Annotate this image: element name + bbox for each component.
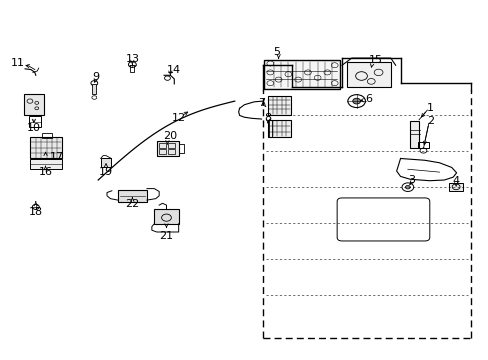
Bar [118, 190, 147, 202]
Bar [159, 149, 166, 154]
Bar [157, 140, 178, 156]
Text: 4: 4 [451, 176, 459, 186]
Text: 14: 14 [166, 64, 181, 75]
Text: 1: 1 [427, 103, 433, 113]
Bar [267, 120, 291, 137]
Bar [168, 149, 175, 154]
Text: 17: 17 [50, 152, 64, 162]
Bar [101, 158, 111, 167]
Circle shape [352, 98, 360, 104]
Text: 2: 2 [427, 116, 433, 126]
Bar [30, 137, 61, 158]
Text: 10: 10 [27, 123, 41, 133]
Bar [417, 142, 428, 148]
Text: 20: 20 [163, 131, 177, 141]
Bar [267, 96, 291, 116]
Text: 9: 9 [92, 72, 99, 82]
Bar [409, 121, 418, 148]
Text: 22: 22 [125, 199, 139, 209]
Text: 13: 13 [125, 54, 139, 64]
Circle shape [405, 185, 409, 189]
Text: 7: 7 [258, 98, 264, 108]
Bar [346, 62, 390, 87]
Text: 21: 21 [159, 231, 173, 241]
Bar [168, 143, 175, 148]
Text: 12: 12 [171, 113, 185, 123]
Text: 18: 18 [29, 207, 43, 217]
Text: 15: 15 [368, 55, 383, 65]
Text: 5: 5 [272, 47, 279, 57]
Bar [448, 183, 462, 191]
Bar [154, 210, 178, 224]
Text: 6: 6 [365, 94, 371, 104]
Text: 3: 3 [407, 175, 414, 185]
Text: 16: 16 [39, 167, 52, 177]
Bar [30, 159, 61, 168]
Bar [42, 134, 52, 138]
Bar [24, 94, 43, 116]
Text: 11: 11 [11, 58, 25, 68]
Bar [130, 64, 134, 72]
Text: 19: 19 [99, 167, 113, 177]
Text: 8: 8 [264, 113, 271, 123]
Bar [92, 84, 96, 94]
Bar [159, 143, 166, 148]
Bar [264, 60, 339, 89]
Bar [29, 116, 41, 127]
